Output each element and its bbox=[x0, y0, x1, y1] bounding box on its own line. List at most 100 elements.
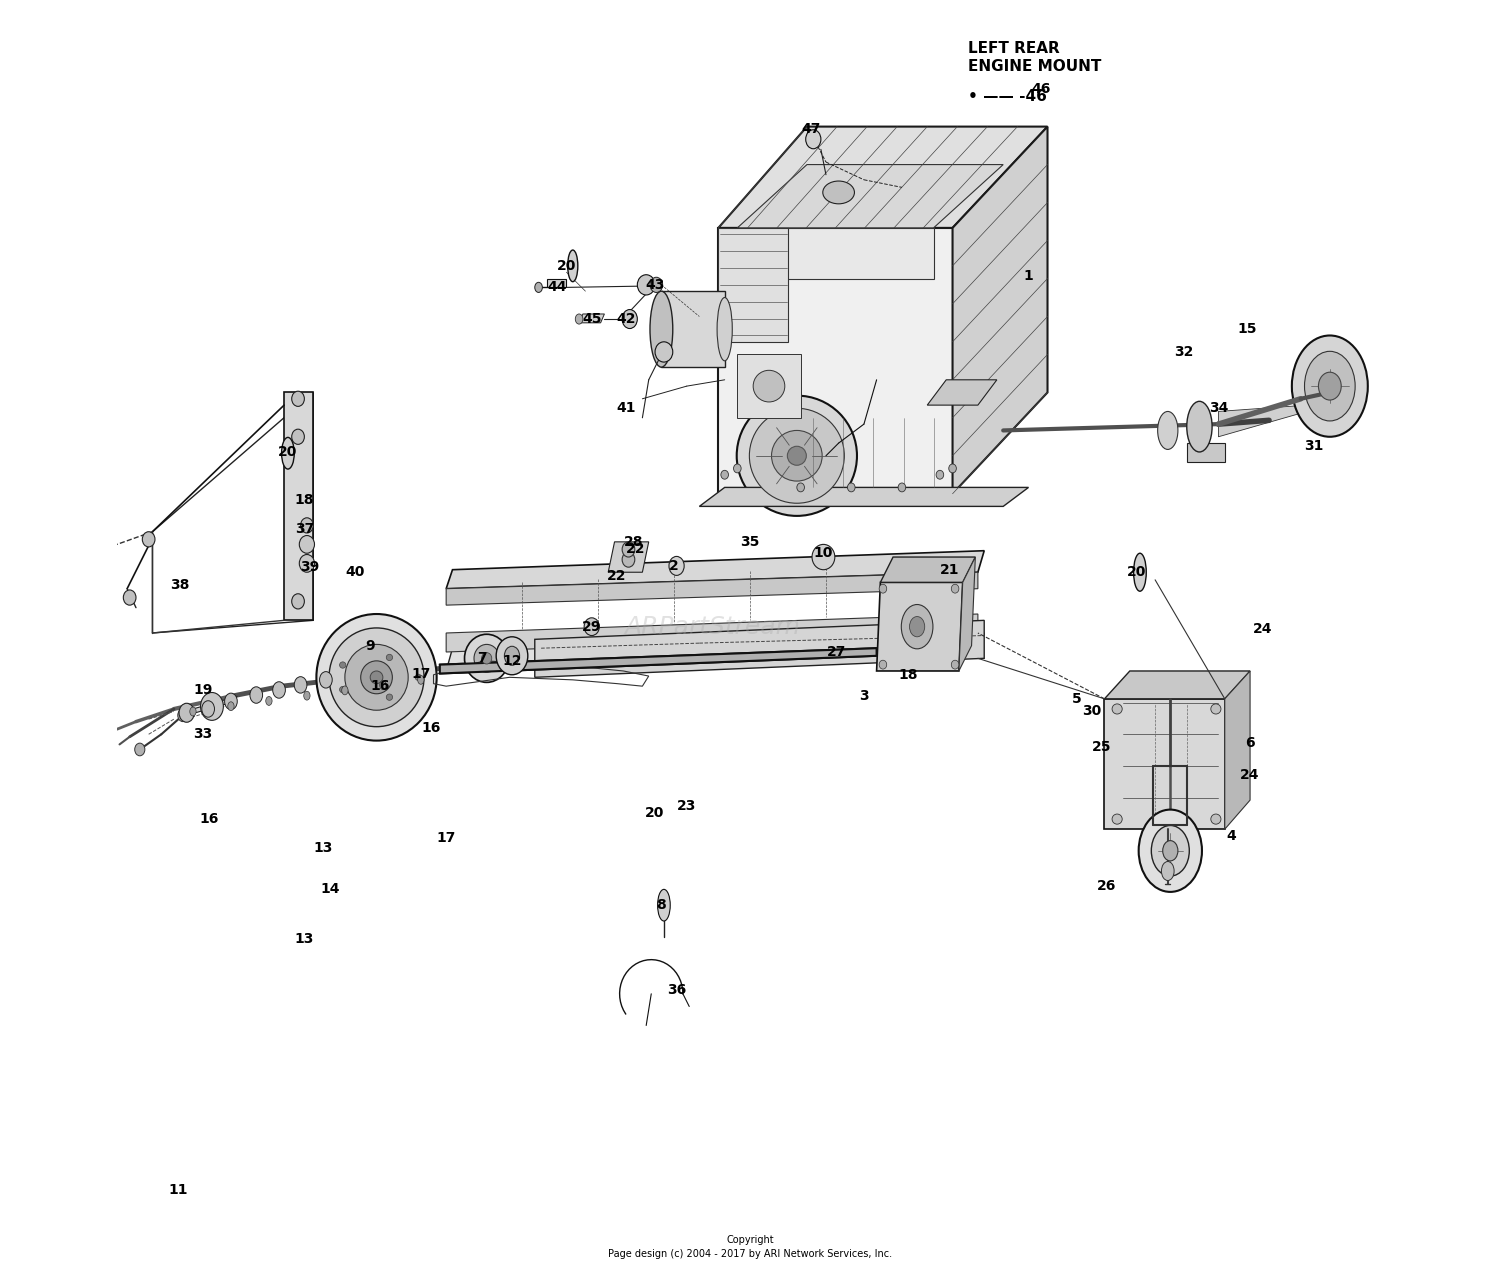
Polygon shape bbox=[718, 228, 952, 494]
Text: 36: 36 bbox=[668, 982, 686, 998]
Ellipse shape bbox=[316, 614, 436, 741]
Ellipse shape bbox=[416, 674, 422, 680]
Ellipse shape bbox=[291, 594, 304, 609]
Ellipse shape bbox=[657, 890, 670, 922]
Polygon shape bbox=[738, 228, 933, 279]
Text: 20: 20 bbox=[556, 258, 576, 273]
Ellipse shape bbox=[300, 536, 315, 553]
Text: • —— -46: • —— -46 bbox=[968, 89, 1047, 104]
Text: 30: 30 bbox=[1082, 704, 1101, 719]
Ellipse shape bbox=[638, 275, 656, 295]
Ellipse shape bbox=[584, 618, 600, 636]
Text: 41: 41 bbox=[616, 400, 636, 415]
Polygon shape bbox=[1104, 699, 1224, 829]
Ellipse shape bbox=[576, 314, 584, 324]
Polygon shape bbox=[927, 380, 998, 405]
Ellipse shape bbox=[622, 310, 638, 329]
Text: 8: 8 bbox=[657, 898, 666, 913]
Polygon shape bbox=[284, 392, 314, 620]
Text: 22: 22 bbox=[608, 568, 627, 584]
Text: 24: 24 bbox=[1240, 767, 1260, 782]
Ellipse shape bbox=[303, 691, 310, 700]
Ellipse shape bbox=[1318, 372, 1341, 400]
Ellipse shape bbox=[622, 552, 634, 567]
Text: 21: 21 bbox=[940, 562, 960, 577]
Text: 18: 18 bbox=[898, 667, 918, 682]
Text: 13: 13 bbox=[294, 932, 314, 947]
Ellipse shape bbox=[225, 694, 237, 709]
Text: 47: 47 bbox=[801, 122, 820, 137]
Text: 20: 20 bbox=[278, 444, 297, 460]
Text: 10: 10 bbox=[813, 546, 832, 561]
Ellipse shape bbox=[736, 395, 856, 517]
Text: 33: 33 bbox=[194, 727, 213, 742]
Ellipse shape bbox=[474, 644, 500, 672]
Text: 9: 9 bbox=[366, 638, 375, 653]
Polygon shape bbox=[446, 633, 984, 671]
Ellipse shape bbox=[135, 743, 146, 756]
Text: 6: 6 bbox=[1245, 736, 1256, 751]
Polygon shape bbox=[608, 542, 648, 572]
Text: 19: 19 bbox=[194, 682, 213, 698]
Text: 32: 32 bbox=[1174, 344, 1194, 360]
Polygon shape bbox=[579, 314, 604, 323]
Ellipse shape bbox=[300, 555, 315, 572]
Ellipse shape bbox=[387, 655, 393, 661]
Ellipse shape bbox=[190, 706, 196, 717]
Ellipse shape bbox=[1112, 704, 1122, 714]
Polygon shape bbox=[536, 620, 984, 677]
Text: 40: 40 bbox=[345, 565, 364, 580]
Ellipse shape bbox=[898, 482, 906, 492]
Ellipse shape bbox=[750, 408, 844, 503]
Ellipse shape bbox=[567, 249, 578, 281]
Ellipse shape bbox=[123, 590, 136, 605]
Polygon shape bbox=[738, 165, 1004, 228]
Ellipse shape bbox=[722, 470, 729, 480]
Ellipse shape bbox=[650, 291, 674, 367]
Text: 1: 1 bbox=[1023, 268, 1034, 284]
Text: 42: 42 bbox=[616, 311, 636, 327]
Ellipse shape bbox=[796, 482, 804, 492]
Text: 38: 38 bbox=[171, 577, 190, 592]
Ellipse shape bbox=[909, 617, 924, 637]
Text: 11: 11 bbox=[168, 1182, 188, 1198]
Polygon shape bbox=[440, 648, 876, 674]
Ellipse shape bbox=[178, 704, 194, 722]
Ellipse shape bbox=[1186, 401, 1212, 452]
Text: 31: 31 bbox=[1304, 438, 1323, 453]
Ellipse shape bbox=[656, 342, 674, 362]
Ellipse shape bbox=[1112, 814, 1122, 824]
Text: 45: 45 bbox=[582, 311, 602, 327]
Text: 16: 16 bbox=[370, 679, 390, 694]
Ellipse shape bbox=[847, 482, 855, 492]
Ellipse shape bbox=[342, 686, 348, 695]
Polygon shape bbox=[1224, 671, 1250, 829]
Text: 46: 46 bbox=[1032, 81, 1052, 96]
Text: 20: 20 bbox=[1126, 565, 1146, 580]
Ellipse shape bbox=[291, 429, 304, 444]
Text: 39: 39 bbox=[300, 560, 320, 575]
Ellipse shape bbox=[291, 391, 304, 406]
Polygon shape bbox=[446, 551, 984, 589]
Ellipse shape bbox=[300, 518, 313, 533]
Ellipse shape bbox=[266, 696, 272, 705]
Ellipse shape bbox=[902, 604, 933, 648]
Text: 26: 26 bbox=[1098, 879, 1116, 894]
Ellipse shape bbox=[482, 653, 492, 663]
Ellipse shape bbox=[669, 557, 684, 575]
Ellipse shape bbox=[650, 277, 663, 292]
Text: Copyright
Page design (c) 2004 - 2017 by ARI Network Services, Inc.: Copyright Page design (c) 2004 - 2017 by… bbox=[608, 1236, 892, 1258]
Ellipse shape bbox=[387, 694, 393, 700]
Polygon shape bbox=[1104, 671, 1250, 699]
Ellipse shape bbox=[251, 686, 262, 704]
Ellipse shape bbox=[1210, 704, 1221, 714]
Ellipse shape bbox=[951, 661, 958, 670]
Ellipse shape bbox=[1162, 841, 1178, 861]
Ellipse shape bbox=[1305, 352, 1354, 422]
Text: LEFT REAR
ENGINE MOUNT: LEFT REAR ENGINE MOUNT bbox=[968, 41, 1101, 75]
Polygon shape bbox=[446, 614, 978, 652]
Text: 14: 14 bbox=[320, 881, 339, 896]
Ellipse shape bbox=[1292, 335, 1368, 437]
Text: 17: 17 bbox=[436, 830, 456, 846]
Polygon shape bbox=[958, 557, 975, 671]
